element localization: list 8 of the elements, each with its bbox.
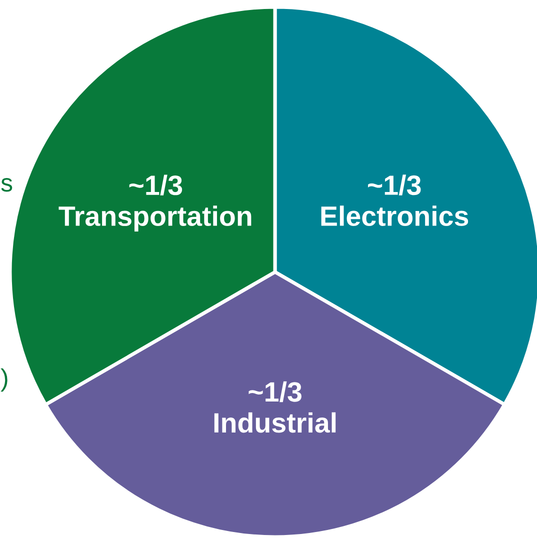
data-label: ~1/3 (368, 174, 421, 196)
slice-label: Industrial (214, 412, 336, 433)
text: s (1, 178, 12, 192)
data-label: ~1/3 (129, 174, 182, 196)
slice-label: Transportation (58, 206, 252, 232)
data-label: ~1/3 (248, 381, 302, 402)
slice-label: Electronics (321, 206, 468, 226)
text: ) (0, 368, 8, 392)
